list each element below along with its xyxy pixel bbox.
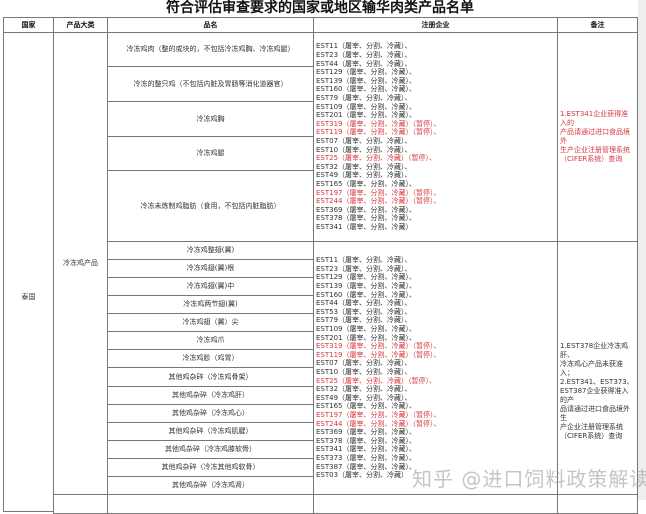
enterprise-item: EST341（屠宰、分割、冷藏）、 [316,445,417,454]
enterprise-item: EST139（屠宰、分割、冷藏）、 [316,282,417,291]
enterprise-item: EST387（屠宰、分割、冷藏）、 [316,462,417,471]
remark-line: 生产企业注册管理系统 [560,146,630,154]
enterprise-item: EST10（屠宰、分割、冷藏）、 [316,368,412,376]
remark-line: 产企业注册管理系统 [560,423,623,431]
enterprise-item: EST369（屠宰、分割、冷藏）、 [316,428,417,437]
enterprise-item: EST165（屠宰、分割、冷藏）、 [316,179,417,188]
remark-line: 2.EST341、EST373、 [560,378,634,386]
enterprise-suspended: EST319（屠宰、分割、冷藏）（暂停）、 [316,342,441,351]
product-row: 其他鸡杂碎（冷冻鸡心） [107,404,314,423]
enterprise-item: EST44（屠宰、分割、冷藏）、 [316,299,412,308]
product-row: 冷冻鸡翅（翼）尖 [107,313,314,332]
product-row: 其他鸡杂碎（冷冻鸡肌腱） [107,422,314,441]
next-row-product [107,494,314,514]
group1-enterprises: EST11（屠宰、分割、冷藏）、 EST23（屠宰、分割、冷藏）、 EST44（屠宰… [313,32,558,242]
enterprise-suspended: EST197（屠宰、分割、冷藏）（暂停）、 [316,188,441,197]
group2-enterprises: EST11（屠宰、分割、冷藏）、 EST23（屠宰、分割、冷藏）、 EST129（屠… [313,241,558,495]
enterprise-suspended: EST319（屠宰、分割、冷藏）（暂停）、 [316,119,441,128]
enterprise-item: EST32（屠宰、分割、冷藏）、 [316,385,412,394]
enterprise-item: EST378（屠宰、分割、冷藏）、 [316,214,417,223]
enterprise-item: EST07（屠宰、分割、冷藏）、 [316,359,412,368]
product-row: 冷冻鸡翅(翼)根 [107,259,314,278]
product-row: 其他鸡杂碎（冷冻鸡肝） [107,386,314,405]
product-row: 冷冻未炼制鸡脂肪（食用，不包括内脏脂肪） [107,170,314,242]
country-cell: 泰国 [3,32,54,512]
product-row: 冷冻鸡胗（鸡胃） [107,349,314,368]
remark-line: 1.EST378企业冷冻鸡肝、 [560,342,629,359]
enterprise-item: EST201（屠宰、分割、冷藏）、 [316,333,417,342]
enterprise-item: EST109（屠宰、分割、冷藏）、 [316,102,417,111]
enterprise-item: EST129（屠宰、分割、冷藏）、 [316,68,417,77]
product-row: 其他鸡杂碎（冷冻鸡肾） [107,476,314,495]
document-title: 符合评估审查要求的国家或地区输华肉类产品名单 [166,0,474,16]
header-product: 品名 [107,17,314,33]
remark-line: EST387企业获得准入的产 [560,387,629,404]
remark-line: 品请通过进口食品境外生 [560,405,630,422]
enterprise-item: EST109（屠宰、分割、冷藏）、 [316,325,417,334]
enterprise-suspended: EST119（屠宰、分割、冷藏）（暂停）、 [316,128,441,137]
remark-line: 1.EST341企业获得准入的 [560,110,629,127]
header-remarks: 备注 [557,17,638,33]
enterprise-item: EST03（屠宰、分割、冷藏） [316,471,409,480]
enterprise-item: EST49（屠宰、分割、冷藏）、 [316,393,412,402]
enterprise-item: EST160（屠宰、分割、冷藏）、 [316,85,417,94]
enterprise-item: EST23（屠宰、分割、冷藏）、 [316,51,412,60]
enterprise-item: EST369（屠宰、分割、冷藏）、 [316,205,417,214]
enterprise-item: EST79（屠宰、分割、冷藏）、 [316,94,412,103]
enterprise-item: EST160（屠宰、分割、冷藏）、 [316,290,417,299]
remark-line: 产品请通过进口食品境外 [560,128,630,145]
header-category: 产品大类 [53,17,108,33]
enterprise-item: EST378（屠宰、分割、冷藏）、 [316,436,417,445]
watermark: 知乎 @进口饲料政策解读 [412,467,646,491]
remark-line: （CIFER系统）查询 [560,432,623,440]
product-row: 其他鸡杂碎（冷冻其他鸡软骨） [107,458,314,477]
enterprise-item: EST23（屠宰、分割、冷藏）、 [316,264,412,273]
product-row: 其他鸡杂碎（冷冻鸡膝软骨） [107,440,314,459]
remark-line: （CIFER系统）查询 [560,155,623,163]
enterprise-item: EST201（屠宰、分割、冷藏）、 [316,111,417,120]
enterprise-item: EST165（屠宰、分割、冷藏）、 [316,402,417,411]
category-cell: 冷冻鸡产品 [53,32,108,495]
product-row: 冷冻鸡腿 [107,136,314,171]
enterprise-item: EST373（屠宰、分割、冷藏）、 [316,453,417,462]
product-row: 冷冻的整只鸡（不包括内脏及胃肠等消化道器官） [107,66,314,102]
enterprise-suspended: EST244（屠宰、分割、冷藏）（暂停）、 [316,197,441,206]
enterprise-item: EST10（屠宰、分割、冷藏）、 [316,145,412,154]
remark-line: 冷冻鸡心产品未获准入； [560,360,623,377]
enterprise-item: EST32（屠宰、分割、冷藏）、 [316,162,412,171]
header-enterprises: 注册企业 [313,17,558,33]
next-row-enterprises [313,494,558,514]
enterprise-suspended: EST25（屠宰、分割、冷藏）（暂停）、 [316,376,437,385]
enterprise-item: EST129（屠宰、分割、冷藏）、 [316,273,417,282]
enterprise-item: EST07（屠宰、分割、冷藏）、 [316,137,412,145]
enterprise-item: EST139（屠宰、分割、冷藏）、 [316,76,417,85]
enterprise-item: EST79（屠宰、分割、冷藏）、 [316,316,412,325]
next-row-remark [557,494,638,514]
product-row: 冷冻鸡翅(翼)中 [107,277,314,296]
next-row-category [53,494,108,514]
group1-remark: 1.EST341企业获得准入的 产品请通过进口食品境外 生产企业注册管理系统 （CIF… [557,32,638,242]
product-row: 其他鸡杂碎（冷冻鸡骨架） [107,367,314,387]
product-row: 冷冻鸡胸 [107,101,314,137]
product-row: 冷冻鸡肉（整的或块的，不包括冷冻鸡胸、冷冻鸡腿） [107,32,314,67]
enterprise-item: EST44（屠宰、分割、冷藏）、 [316,59,412,68]
enterprise-item: EST341（屠宰、分割、冷藏） [316,222,413,231]
product-row: 冷冻鸡两节翅(翼) [107,295,314,314]
page-background [638,0,646,500]
group2-remark: 1.EST378企业冷冻鸡肝、 冷冻鸡心产品未获准入； 2.EST341、EST37… [557,241,638,495]
product-row: 冷冻鸡爪 [107,331,314,350]
enterprise-suspended: EST25（屠宰、分割、冷藏）（暂停）、 [316,154,437,163]
enterprise-item: EST11（屠宰、分割、冷藏）、 [316,42,412,51]
enterprise-item: EST11（屠宰、分割、冷藏）、 [316,256,412,265]
enterprise-item: EST53（屠宰、分割、冷藏）、 [316,307,412,316]
product-row: 冷冻鸡整翅(翼) [107,241,314,260]
enterprise-suspended: EST197（屠宰、分割、冷藏）（暂停）、 [316,410,441,419]
enterprise-suspended: EST119（屠宰、分割、冷藏）（暂停）、 [316,350,441,359]
enterprise-suspended: EST244（屠宰、分割、冷藏）（暂停）、 [316,419,441,428]
enterprise-item: EST49（屠宰、分割、冷藏）、 [316,171,412,180]
header-country: 国家 [3,17,54,33]
